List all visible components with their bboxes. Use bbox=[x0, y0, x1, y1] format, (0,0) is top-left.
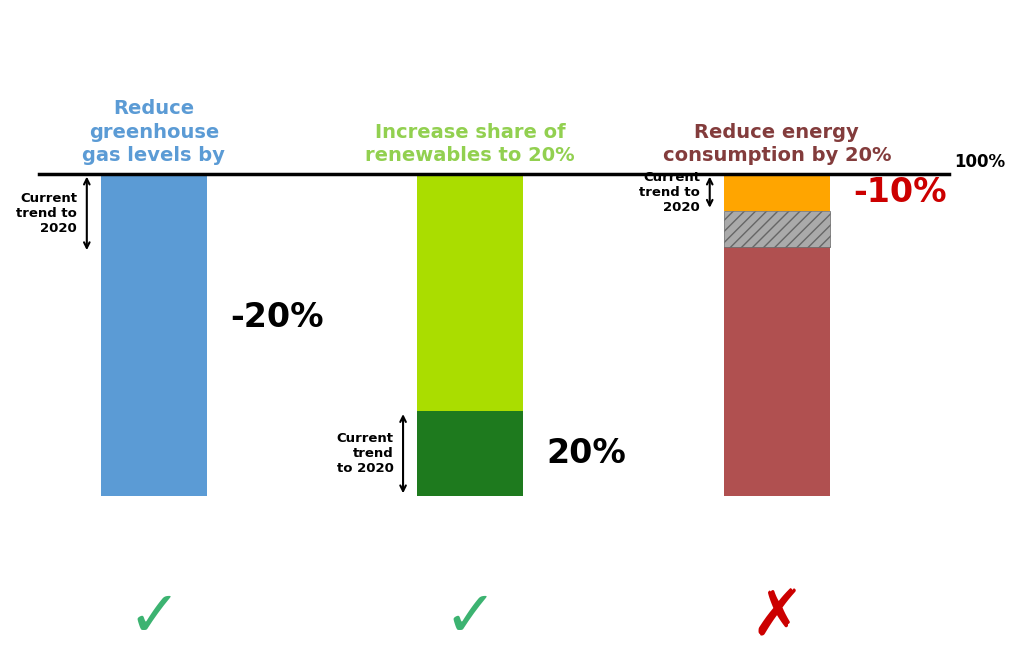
Bar bbox=[417, 412, 523, 496]
Bar bbox=[724, 247, 829, 496]
Text: ✗: ✗ bbox=[749, 586, 803, 648]
Text: Reduce
greenhouse
gas levels by: Reduce greenhouse gas levels by bbox=[82, 99, 225, 165]
Bar bbox=[724, 211, 829, 247]
Text: -10%: -10% bbox=[852, 175, 946, 209]
Bar bbox=[101, 174, 206, 496]
Text: Reduce energy
consumption by 20%: Reduce energy consumption by 20% bbox=[662, 123, 890, 165]
Text: 20%: 20% bbox=[546, 437, 626, 470]
Text: Current
trend to
2020: Current trend to 2020 bbox=[639, 171, 700, 213]
Text: Current
trend to
2020: Current trend to 2020 bbox=[16, 192, 77, 235]
Text: -20%: -20% bbox=[231, 301, 324, 334]
Text: Increase share of
renewables to 20%: Increase share of renewables to 20% bbox=[365, 123, 574, 165]
Text: ✓: ✓ bbox=[443, 586, 496, 648]
Text: 100%: 100% bbox=[953, 153, 1004, 171]
Bar bbox=[724, 174, 829, 211]
Text: Current
trend
to 2020: Current trend to 2020 bbox=[336, 432, 393, 475]
Bar bbox=[417, 174, 523, 496]
Text: ✓: ✓ bbox=[127, 586, 180, 648]
